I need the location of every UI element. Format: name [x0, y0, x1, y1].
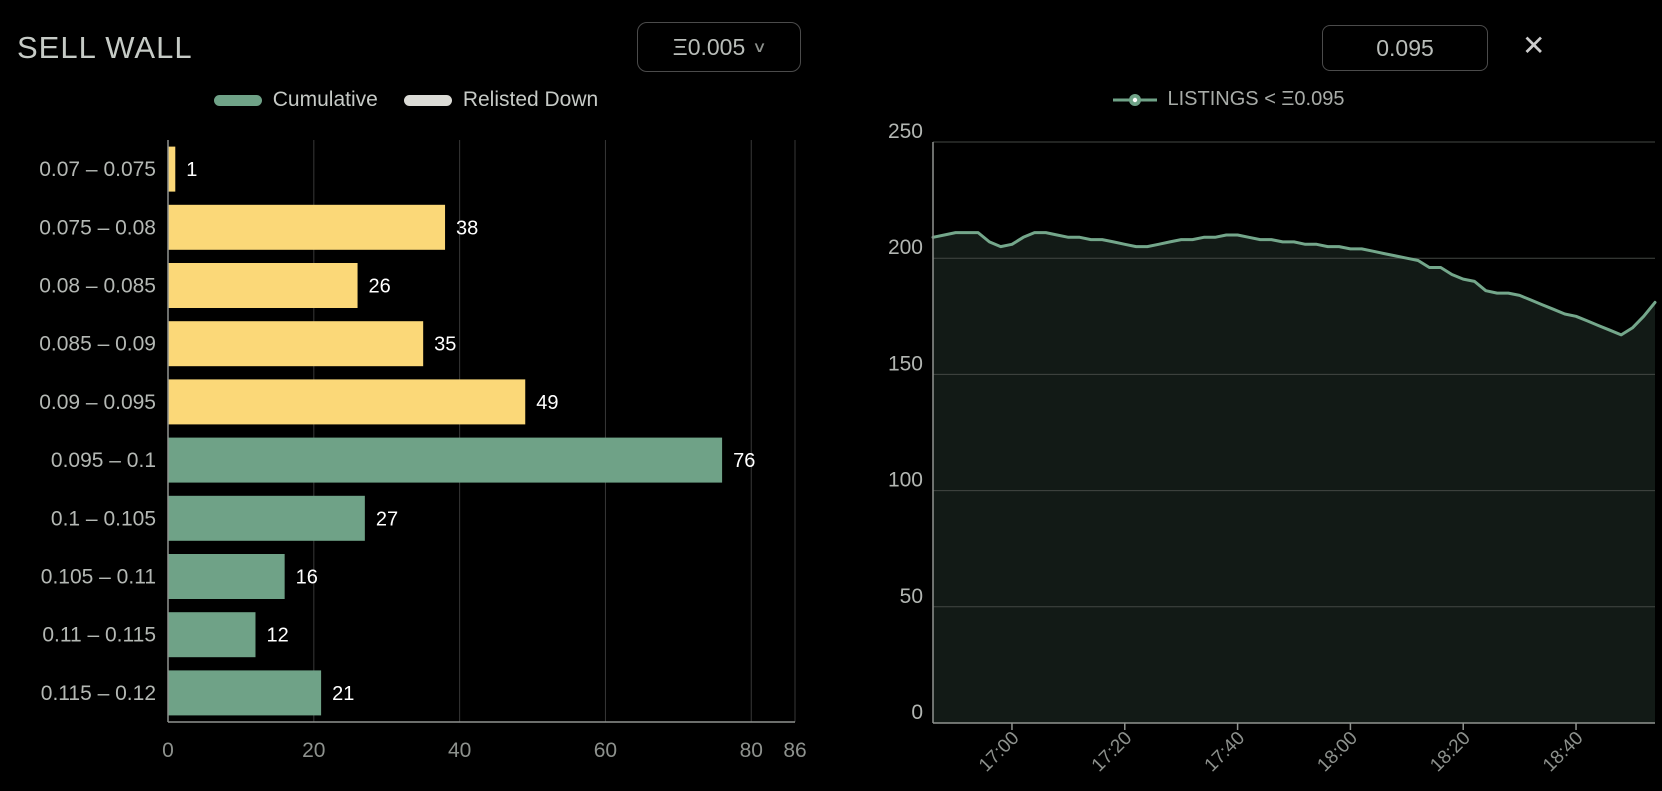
sell-wall-bar-chart-section: Cumulative Relisted Down 1 0.07 – 0.075 38…	[0, 84, 812, 786]
svg-text:21: 21	[332, 683, 354, 705]
svg-text:0.105 – 0.11: 0.105 – 0.11	[41, 566, 156, 589]
price-step-dropdown[interactable]: Ξ0.005 ∨	[637, 22, 801, 72]
legend-label: Cumulative	[272, 88, 378, 111]
svg-text:40: 40	[448, 739, 471, 762]
svg-text:0.085 – 0.09: 0.085 – 0.09	[39, 333, 156, 356]
svg-text:250: 250	[888, 120, 923, 143]
svg-text:0: 0	[162, 739, 174, 762]
threshold-input[interactable]	[1322, 25, 1488, 71]
svg-text:0.075 – 0.08: 0.075 – 0.08	[39, 216, 156, 239]
svg-text:0.095 – 0.1: 0.095 – 0.1	[51, 449, 156, 472]
svg-text:16: 16	[296, 567, 318, 589]
svg-text:86: 86	[783, 739, 806, 762]
svg-text:18:20: 18:20	[1426, 728, 1474, 776]
svg-text:20: 20	[302, 739, 325, 762]
svg-text:27: 27	[376, 508, 398, 530]
svg-text:200: 200	[888, 236, 923, 259]
svg-text:100: 100	[888, 469, 923, 492]
cumulative-swatch-icon	[213, 94, 262, 106]
svg-text:0.115 – 0.12: 0.115 – 0.12	[41, 682, 156, 705]
svg-text:38: 38	[456, 217, 478, 239]
svg-text:0.11 – 0.115: 0.11 – 0.115	[42, 624, 156, 647]
svg-text:17:20: 17:20	[1088, 728, 1136, 776]
sell-wall-bar-chart: 1 0.07 – 0.075 38 0.075 – 0.08 26 0.08 – 0.08…	[39, 140, 807, 762]
svg-text:49: 49	[536, 392, 558, 414]
svg-text:80: 80	[740, 739, 763, 762]
svg-text:17:00: 17:00	[975, 728, 1023, 776]
line-series-legend-label: LISTINGS < Ξ0.095	[1167, 88, 1345, 110]
svg-text:0.08 – 0.085: 0.08 – 0.085	[39, 275, 156, 298]
line-chart-legend: LISTINGS < Ξ0.095	[832, 88, 1624, 111]
legend-label: Relisted Down	[462, 88, 599, 111]
legend-item-cumulative[interactable]: Cumulative	[213, 88, 378, 112]
bar-chart-legend: Cumulative Relisted Down	[0, 88, 812, 112]
chevron-down-icon: ∨	[752, 39, 768, 56]
price-step-value: Ξ0.005	[672, 33, 746, 60]
close-icon[interactable]: ✕	[1522, 30, 1546, 61]
legend-item-relisted-down[interactable]: Relisted Down	[403, 88, 599, 112]
svg-text:0.07 – 0.075: 0.07 – 0.075	[39, 158, 156, 181]
svg-text:26: 26	[369, 276, 391, 298]
svg-text:17:40: 17:40	[1201, 728, 1249, 776]
svg-text:1: 1	[186, 159, 197, 181]
svg-text:35: 35	[434, 334, 456, 356]
svg-text:150: 150	[888, 352, 923, 375]
svg-text:0.09 – 0.095: 0.09 – 0.095	[39, 391, 156, 414]
svg-text:50: 50	[900, 585, 923, 608]
svg-text:12: 12	[266, 625, 288, 647]
listings-line-chart: 0 50 100 150 200 250 17:00 17:20 17:40 18:00 18:20…	[888, 120, 1657, 776]
line-series-marker-icon	[1112, 92, 1158, 108]
svg-text:18:40: 18:40	[1539, 728, 1587, 776]
svg-text:18:00: 18:00	[1313, 728, 1361, 776]
svg-text:0.1 – 0.105: 0.1 – 0.105	[51, 507, 156, 530]
svg-text:76: 76	[733, 450, 755, 472]
svg-text:0: 0	[911, 701, 923, 724]
relisted-down-swatch-icon	[403, 94, 452, 106]
svg-text:60: 60	[594, 739, 617, 762]
listings-line-chart-section: LISTINGS < Ξ0.095 0 50 100 150 200 250 17:00 17…	[870, 84, 1662, 786]
page-title: SELL WALL	[17, 30, 193, 65]
